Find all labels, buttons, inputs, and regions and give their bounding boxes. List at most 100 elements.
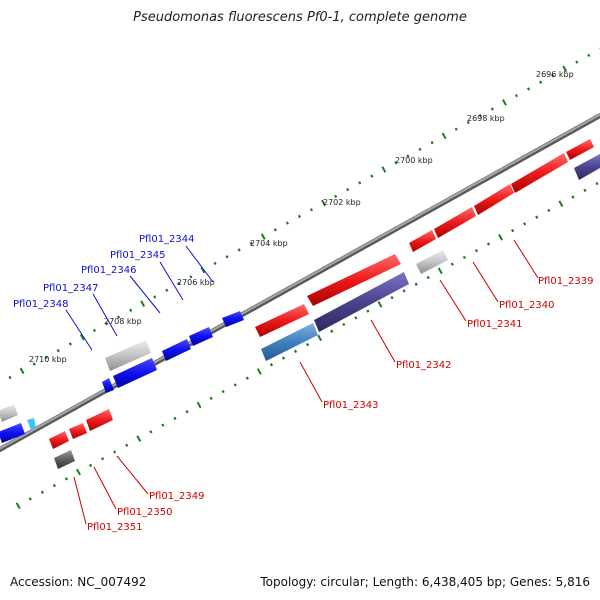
minor-tick [486,242,491,246]
major-tick [558,200,564,207]
gene-label-pfl01-2346[interactable]: Pfl01_2346 [81,265,137,276]
major-tick [562,65,568,73]
minor-tick [281,356,286,360]
gene-plus-feature[interactable] [474,184,514,215]
minor-tick [213,261,217,266]
gene-label-pfl01-2348[interactable]: Pfl01_2348 [13,299,69,310]
minor-tick [285,221,289,225]
major-tick [196,401,202,409]
gene-plus-feature[interactable] [0,404,18,422]
gene-label-pfl01-2344[interactable]: Pfl01_2344 [139,234,195,245]
gene-label-pfl01-2341[interactable]: Pfl01_2341 [467,319,523,330]
leader-pfl01-2339 [513,239,539,279]
kbp-label-2704: 2704 kbp [250,239,288,248]
gene-minus-feature[interactable] [69,423,87,439]
gene-label-pfl01-2340[interactable]: Pfl01_2340 [499,300,555,311]
kbp-label-2706: 2706 kbp [177,278,215,287]
major-tick [437,267,443,275]
gene-plus-feature[interactable] [162,339,191,361]
leader-pfl01-2343 [299,361,323,403]
gene-label-pfl01-2351[interactable]: Pfl01_2351 [87,522,143,533]
gene-plus-feature[interactable] [222,311,244,327]
gene-label-pfl01-2350[interactable]: Pfl01_2350 [117,507,173,518]
minor-tick [233,383,237,387]
gene-minus-feature[interactable] [574,154,600,180]
minor-tick [209,396,213,401]
minor-tick [490,107,494,111]
gene-minus-feature[interactable] [86,409,113,431]
minor-tick [64,477,69,481]
minor-tick [221,389,225,394]
minor-tick [52,483,56,488]
leader-pfl01-2340 [472,261,499,303]
minor-tick [293,349,298,354]
minor-tick [426,275,430,280]
minor-tick [273,228,277,232]
minor-tick [104,322,109,326]
gene-label-pfl01-2345[interactable]: Pfl01_2345 [110,250,166,261]
major-tick [498,234,503,241]
major-tick [140,300,146,307]
minor-tick [44,355,48,360]
genome-title: Pseudomonas fluorescens Pf0-1, complete … [133,10,467,25]
minor-tick [511,228,515,233]
minor-tick [450,262,454,266]
kbp-label-2700: 2700 kbp [395,156,433,165]
gene-label-pfl01-2339[interactable]: Pfl01_2339 [538,276,594,287]
gene-minus-feature[interactable] [416,250,448,274]
gene-plus-feature[interactable] [511,153,568,193]
minor-tick [390,295,394,300]
minor-tick [149,430,153,434]
gene-plus-feature[interactable] [255,304,309,337]
minor-tick [101,457,105,461]
minor-tick [547,208,551,213]
gene-minus-feature[interactable] [54,450,75,469]
accession-text: Accession: NC_007492 [10,575,147,589]
minor-tick [358,181,362,185]
gene-plus-feature[interactable] [27,418,36,430]
minor-tick [539,80,543,84]
gene-plus-feature[interactable] [307,254,401,306]
gene-minus-feature[interactable] [49,431,69,449]
major-tick [381,166,387,173]
minor-tick [161,423,165,427]
kbp-label-2702: 2702 kbp [323,198,361,207]
chromosome-backbone-highlight [0,113,600,450]
tick-marks [8,47,600,509]
gene-plus-feature[interactable] [105,340,151,371]
major-tick [15,502,21,509]
gene-label-pfl01-2343[interactable]: Pfl01_2343 [323,400,379,411]
kbp-label-2708: 2708 kbp [104,317,142,326]
gene-label-pfl01-2349[interactable]: Pfl01_2349 [149,491,205,502]
gene-label-pfl01-2347[interactable]: Pfl01_2347 [43,283,99,294]
gene-plus-feature[interactable] [0,423,25,443]
minor-tick [297,214,302,219]
minor-tick [309,208,314,212]
gene-plus-feature[interactable] [566,139,594,160]
gene-plus-feature[interactable] [434,207,476,238]
minor-tick [177,281,181,286]
gene-plus-feature[interactable] [189,327,213,346]
leader-pfl01-2349 [116,455,149,495]
gene-minus-feature[interactable] [261,323,318,361]
minor-tick [571,195,575,199]
gene-label-pfl01-2342[interactable]: Pfl01_2342 [396,360,452,371]
minor-tick [526,87,531,91]
leader-pfl01-2351 [73,476,87,525]
minor-tick [88,463,93,468]
gene-plus-feature[interactable] [409,230,436,252]
minor-tick [173,416,177,421]
major-tick [79,333,85,341]
gene-minus-feature[interactable] [314,272,409,332]
minor-tick [474,249,479,253]
major-tick [441,132,447,140]
gene-plus-feature[interactable] [102,378,114,393]
minor-tick [595,181,599,186]
minor-tick [575,60,579,64]
gene-plus-feature[interactable] [113,358,157,388]
leader-pfl01-2342 [370,319,396,363]
major-tick [19,367,25,375]
minor-tick [551,73,555,78]
leader-pfl01-2347 [92,293,118,337]
